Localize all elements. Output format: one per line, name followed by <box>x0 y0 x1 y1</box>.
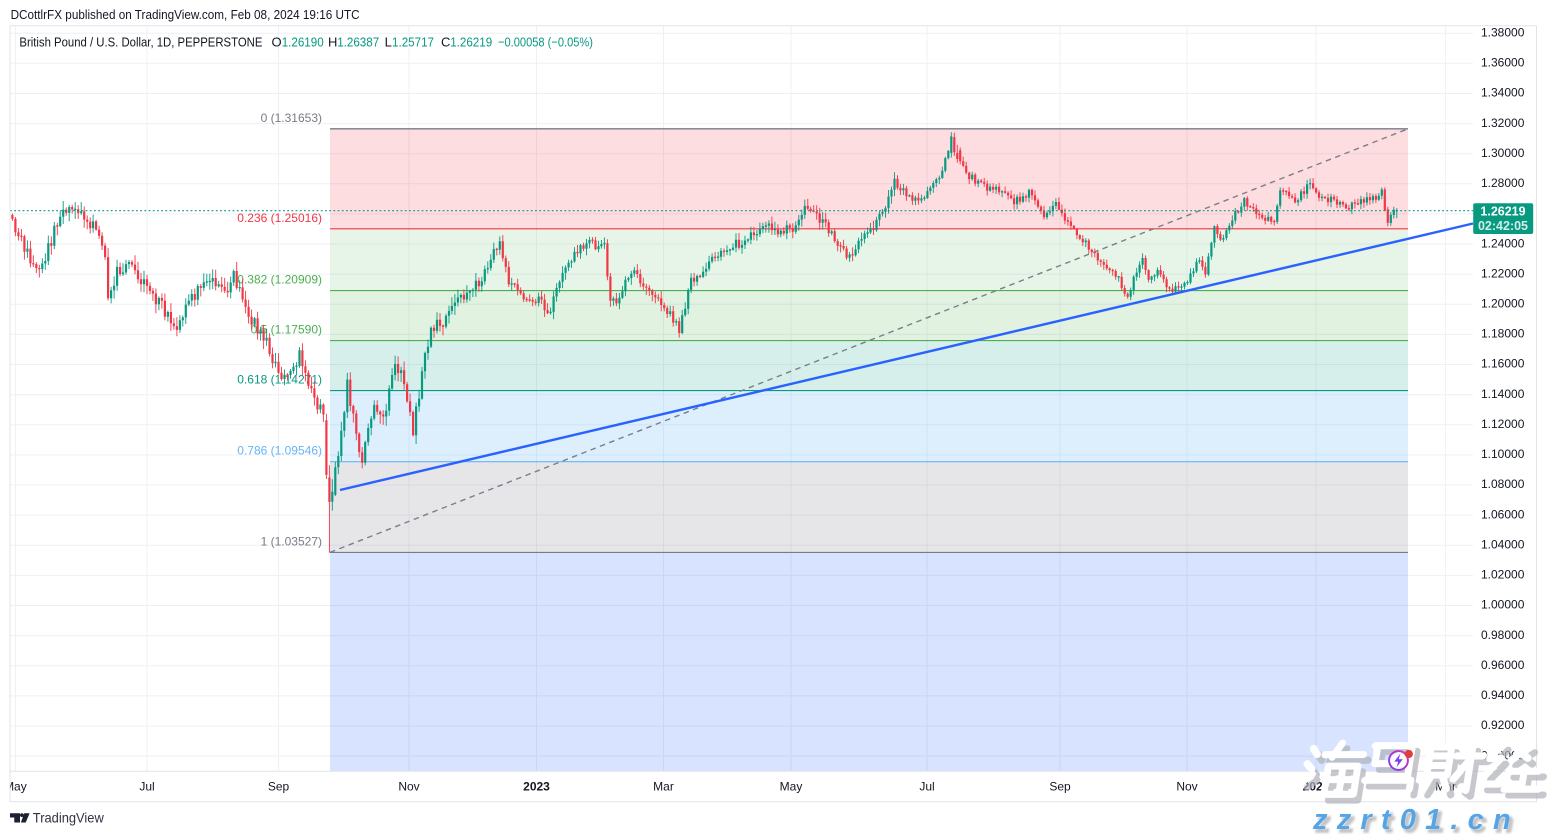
svg-text:1.18000: 1.18000 <box>1481 327 1525 341</box>
svg-text:Jul: Jul <box>139 780 154 794</box>
svg-text:1.20000: 1.20000 <box>1481 296 1525 310</box>
svg-text:0.236 (1.25016): 0.236 (1.25016) <box>237 211 322 225</box>
svg-text:1.34000: 1.34000 <box>1481 86 1525 100</box>
svg-text:Sep: Sep <box>268 780 290 794</box>
svg-text:02:42:05: 02:42:05 <box>1478 219 1528 233</box>
svg-text:1.30000: 1.30000 <box>1481 146 1525 160</box>
svg-text:1.22000: 1.22000 <box>1481 266 1525 280</box>
svg-text:0.92000: 0.92000 <box>1481 718 1525 732</box>
svg-text:1.08000: 1.08000 <box>1481 477 1525 491</box>
svg-text:0.5 (1.17590): 0.5 (1.17590) <box>251 323 322 337</box>
svg-text:0.618 (1.14271): 0.618 (1.14271) <box>237 373 322 387</box>
svg-text:L: L <box>385 35 392 50</box>
svg-text:0.98000: 0.98000 <box>1481 628 1525 642</box>
svg-text:1.16000: 1.16000 <box>1481 357 1525 371</box>
svg-text:1.26219: 1.26219 <box>1480 204 1525 218</box>
svg-text:1.32000: 1.32000 <box>1481 116 1525 130</box>
svg-text:TradingView: TradingView <box>33 811 104 826</box>
svg-text:1.38000: 1.38000 <box>1481 25 1525 39</box>
svg-text:Nov: Nov <box>398 780 419 794</box>
svg-text:C: C <box>441 35 450 50</box>
svg-text:Jul: Jul <box>919 780 934 794</box>
svg-text:0.94000: 0.94000 <box>1481 688 1525 702</box>
svg-text:British Pound / U.S. Dollar, 1: British Pound / U.S. Dollar, 1D, PEPPERS… <box>19 35 262 50</box>
svg-text:May: May <box>4 780 27 794</box>
svg-text:DCottlrFX published on Trading: DCottlrFX published on TradingView.com, … <box>11 7 360 22</box>
svg-text:1.00000: 1.00000 <box>1481 598 1525 612</box>
svg-text:zzrt01.cn: zzrt01.cn <box>1312 804 1520 836</box>
svg-text:1.25717: 1.25717 <box>392 35 434 50</box>
svg-text:1.26190: 1.26190 <box>282 35 324 50</box>
svg-text:Sep: Sep <box>1049 780 1071 794</box>
svg-text:1.28000: 1.28000 <box>1481 176 1525 190</box>
svg-text:1.12000: 1.12000 <box>1481 417 1525 431</box>
svg-text:1.24000: 1.24000 <box>1481 236 1525 250</box>
svg-text:2023: 2023 <box>523 780 550 794</box>
svg-text:1.26387: 1.26387 <box>337 35 379 50</box>
svg-text:1.06000: 1.06000 <box>1481 507 1525 521</box>
svg-text:−0.00058 (−0.05%): −0.00058 (−0.05%) <box>498 35 593 50</box>
svg-text:0 (1.31653): 0 (1.31653) <box>261 111 322 125</box>
svg-text:1.10000: 1.10000 <box>1481 447 1525 461</box>
svg-text:0.96000: 0.96000 <box>1481 658 1525 672</box>
svg-text:Mar: Mar <box>653 780 674 794</box>
svg-text:0.786 (1.09546): 0.786 (1.09546) <box>237 444 322 458</box>
svg-text:1.26219: 1.26219 <box>450 35 492 50</box>
svg-text:1.04000: 1.04000 <box>1481 537 1525 551</box>
svg-text:1 (1.03527): 1 (1.03527) <box>261 534 322 548</box>
svg-text:1.36000: 1.36000 <box>1481 55 1525 69</box>
svg-text:0.382 (1.20909): 0.382 (1.20909) <box>237 273 322 287</box>
svg-text:1.02000: 1.02000 <box>1481 568 1525 582</box>
svg-text:Nov: Nov <box>1176 780 1197 794</box>
svg-text:May: May <box>780 780 803 794</box>
svg-text:O: O <box>272 35 282 50</box>
svg-text:H: H <box>328 35 337 50</box>
svg-text:1.14000: 1.14000 <box>1481 387 1525 401</box>
